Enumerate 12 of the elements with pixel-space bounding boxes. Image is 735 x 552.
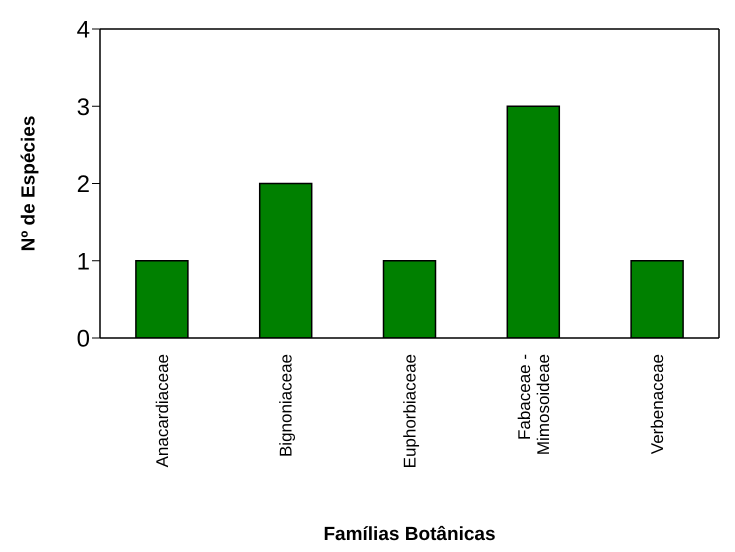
y-tick-label: 1 (76, 248, 90, 276)
x-tick-label: Verbenaceae (648, 354, 668, 454)
y-tick-label: 3 (76, 94, 90, 121)
x-tick-label: Anacardiaceae (152, 354, 172, 468)
y-tick-label: 0 (76, 326, 90, 353)
y-axis-title: Nº de Espécies (18, 116, 40, 252)
x-tick-label: Fabaceae - Mimosoideae (514, 354, 553, 456)
x-tick-label: Euphorbiaceae (400, 354, 420, 468)
y-tick-label: 4 (76, 16, 90, 44)
x-axis-title: Famílias Botânicas (323, 524, 496, 545)
x-tick-label: Bignoniaceae (276, 354, 296, 458)
y-tick-label: 2 (76, 171, 90, 198)
